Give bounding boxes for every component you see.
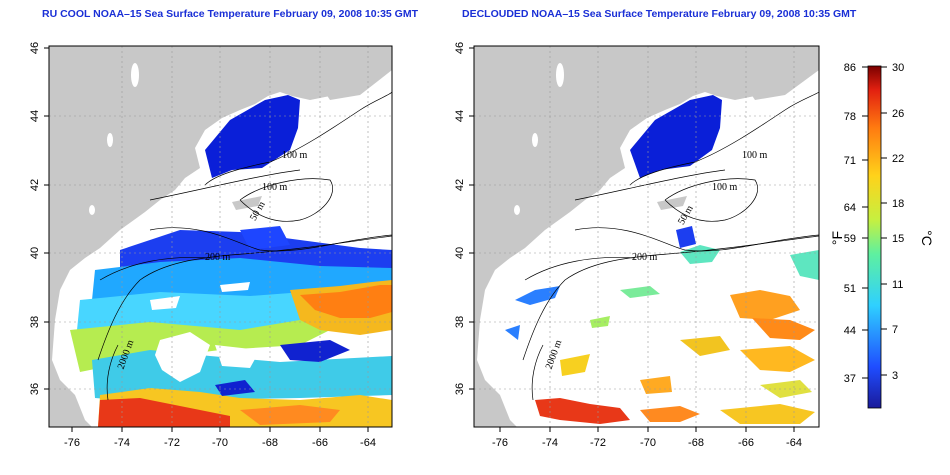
left-contour-label-100m-south: 100 m [262, 182, 288, 193]
right-y-tick: 40 [454, 247, 466, 259]
right-x-tick: -76 [492, 437, 508, 449]
right-y-tick: 44 [454, 110, 466, 122]
celsius-tick: 3 [892, 370, 898, 382]
right-y-tick: 46 [454, 42, 466, 54]
celsius-tick: 15 [892, 233, 904, 245]
left-x-tick: -64 [360, 437, 376, 449]
left-contour-label-200m: 200 m [205, 252, 231, 263]
left-map-title: RU COOL NOAA–15 Sea Surface Temperature … [42, 8, 419, 20]
left-x-tick: -74 [114, 437, 130, 449]
celsius-ticks: 30 26 22 18 15 11 7 3 [892, 62, 904, 382]
right-x-tick: -66 [738, 437, 754, 449]
right-land-mass [474, 46, 819, 427]
left-land-mass [49, 46, 392, 427]
fahrenheit-tick: 44 [844, 325, 856, 337]
celsius-tick: 11 [892, 279, 903, 291]
right-contour-label-100m-north: 100 m [742, 150, 768, 161]
fahrenheit-tick: 51 [844, 283, 856, 295]
left-sst-field [70, 95, 392, 427]
left-y-tick: 46 [29, 42, 41, 54]
right-x-tick: -70 [640, 437, 656, 449]
left-bathymetry-contours [97, 91, 392, 401]
fahrenheit-unit-label: °F [829, 231, 845, 245]
left-y-tick: 38 [29, 316, 41, 328]
right-y-axis-ticks: 36 38 40 42 44 46 [454, 42, 466, 395]
left-y-tick: 36 [29, 383, 41, 395]
celsius-unit-label: °C [919, 230, 935, 246]
celsius-tick: 22 [892, 153, 904, 165]
fahrenheit-tick: 64 [844, 202, 856, 214]
celsius-tick: 7 [892, 324, 898, 336]
right-contour-label-100m-south: 100 m [712, 182, 738, 193]
temperature-colorbar: 86 78 71 64 59 51 44 37 30 26 22 18 15 1… [829, 62, 935, 409]
left-x-tick: -76 [64, 437, 80, 449]
left-x-tick: -68 [262, 437, 278, 449]
right-map-panel: 100 m 100 m 50 m 200 m 2000 m -76 -74 -7… [454, 42, 820, 449]
left-x-tick: -70 [212, 437, 228, 449]
right-y-tick: 38 [454, 316, 466, 328]
celsius-tick: 30 [892, 62, 904, 74]
fahrenheit-tick: 37 [844, 373, 856, 385]
left-map-panel: 100 m 100 m 50 m 200 m 2000 m -76 -74 [29, 42, 393, 449]
left-x-tick: -66 [312, 437, 328, 449]
fahrenheit-tick: 78 [844, 111, 856, 123]
fahrenheit-tick: 71 [844, 155, 856, 167]
left-x-tick: -72 [164, 437, 180, 449]
right-map-title: DECLOUDED NOAA–15 Sea Surface Temperatur… [462, 8, 857, 20]
left-contour-label-100m-north: 100 m [282, 150, 308, 161]
right-y-tick: 36 [454, 383, 466, 395]
fahrenheit-ticks: 86 78 71 64 59 51 44 37 [844, 62, 856, 385]
left-y-tick: 40 [29, 247, 41, 259]
left-y-tick: 42 [29, 179, 41, 191]
right-y-tick: 42 [454, 179, 466, 191]
fahrenheit-tick: 86 [844, 62, 856, 74]
left-y-tick: 44 [29, 110, 41, 122]
celsius-tick: 26 [892, 108, 904, 120]
right-x-axis-ticks: -76 -74 -72 -70 -68 -66 -64 [492, 437, 802, 449]
left-x-axis-ticks: -76 -74 -72 -70 -68 -66 -64 [64, 437, 376, 449]
celsius-tick: 18 [892, 198, 904, 210]
right-x-tick: -68 [688, 437, 704, 449]
right-bathymetry-contours [522, 91, 819, 401]
right-x-tick: -64 [786, 437, 802, 449]
right-contour-label-200m: 200 m [632, 252, 658, 263]
fahrenheit-tick: 59 [844, 233, 856, 245]
right-x-tick: -74 [542, 437, 558, 449]
right-x-tick: -72 [590, 437, 606, 449]
left-y-axis-ticks: 36 38 40 42 44 46 [29, 42, 41, 395]
